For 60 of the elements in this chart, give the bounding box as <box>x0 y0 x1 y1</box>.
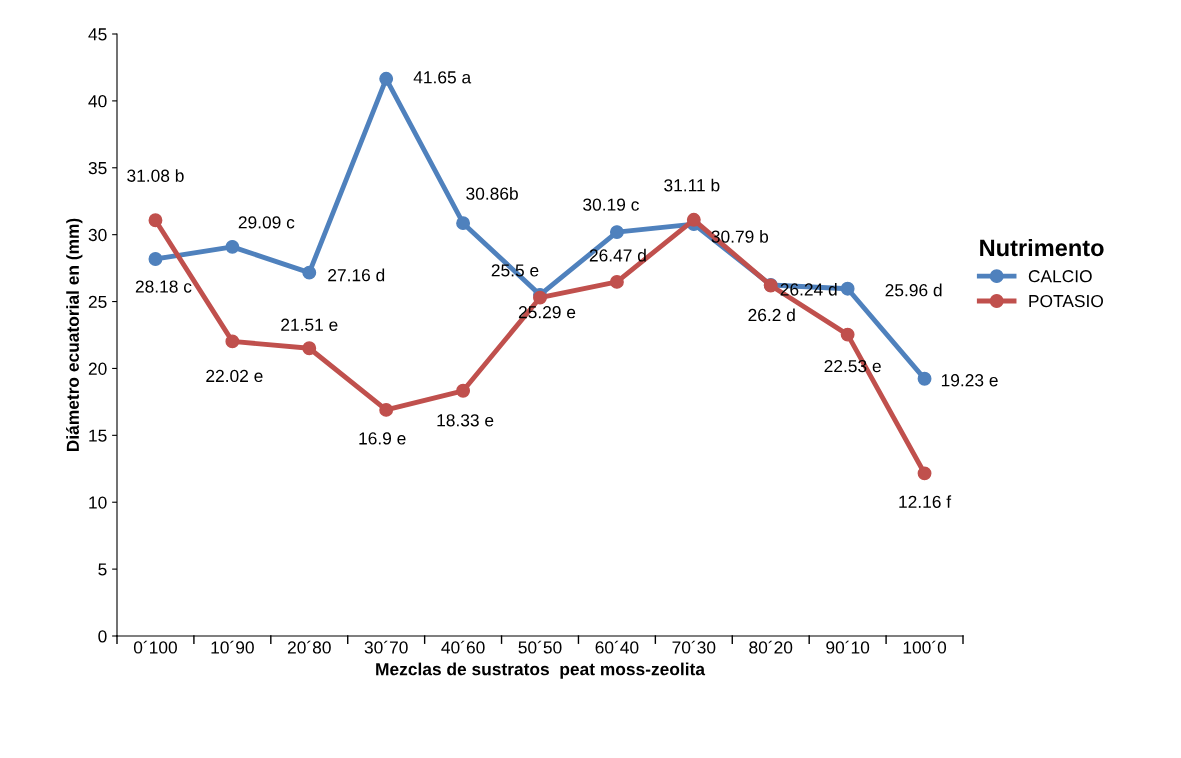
x-tick-label: 90´10 <box>826 640 870 654</box>
point <box>148 252 163 266</box>
data-label: 18.33 e <box>437 414 494 427</box>
data-label: 26.2 d <box>748 308 795 322</box>
data-label: 28.18 c <box>135 280 192 293</box>
data-label: 31.11 b <box>664 178 720 192</box>
point <box>379 402 394 417</box>
data-label: 21.51 e <box>281 318 338 331</box>
point <box>840 281 855 296</box>
legend-label: POTASIO <box>1029 294 1103 308</box>
x-tick-label: 60´40 <box>595 640 639 654</box>
point <box>609 274 624 289</box>
point <box>686 212 701 227</box>
point <box>225 239 240 254</box>
point <box>917 466 932 481</box>
point <box>225 334 240 349</box>
x-tick-label: 80´20 <box>749 640 793 654</box>
point <box>917 371 932 386</box>
point <box>379 71 394 86</box>
x-tick-label: 10´90 <box>211 640 254 654</box>
point <box>456 216 471 231</box>
x-tick-label: 70´30 <box>672 640 716 654</box>
y-axis-title: Diámetro ecuatorial en (mm) <box>66 218 83 452</box>
y-tick-label: 40 <box>88 95 107 108</box>
data-label: 19.23 e <box>941 374 998 387</box>
y-tick-label: 45 <box>88 28 107 41</box>
y-tick-label: 15 <box>89 429 107 442</box>
y-tick-label: 10 <box>89 496 107 509</box>
y-tick-label: 20 <box>88 362 107 375</box>
data-label: 29.09 c <box>238 216 295 229</box>
y-tick-label: 30 <box>88 228 107 242</box>
data-label: 41.65 a <box>413 71 472 84</box>
x-tick-label: 40´60 <box>441 640 485 654</box>
data-label: 27.16 d <box>328 268 385 282</box>
legend-label: CALCIO <box>1028 270 1092 283</box>
point <box>302 341 317 356</box>
data-label: 31.08 b <box>127 169 184 182</box>
data-label: 12.16 f <box>899 495 952 508</box>
point <box>302 265 317 280</box>
y-tick-label: 5 <box>98 563 107 576</box>
x-axis-title: Mezclas de sustratos peat moss-zeolita <box>376 662 706 679</box>
x-tick-label: 50´50 <box>518 640 562 654</box>
data-label: 22.02 e <box>206 369 263 383</box>
data-label: 26.47 d <box>589 248 646 262</box>
x-tick-label: 30´70 <box>364 640 408 654</box>
point <box>840 327 855 342</box>
x-tick-label: 100´0 <box>903 640 947 654</box>
y-tick-label: 0 <box>98 630 107 643</box>
data-label: 30.86b <box>466 187 518 200</box>
x-tick-label: 20´80 <box>287 640 331 654</box>
point <box>148 213 163 228</box>
y-tick-label: 35 <box>88 161 107 175</box>
point <box>609 225 624 240</box>
data-label: 25.96 d <box>885 283 942 297</box>
legend-title: Nutrimento <box>980 238 1104 257</box>
x-tick-label: 0´100 <box>133 640 177 654</box>
y-tick-label: 25 <box>88 295 107 309</box>
data-label: 30.19 c <box>583 198 639 211</box>
point <box>456 383 471 398</box>
data-label: 16.9 e <box>359 432 406 445</box>
